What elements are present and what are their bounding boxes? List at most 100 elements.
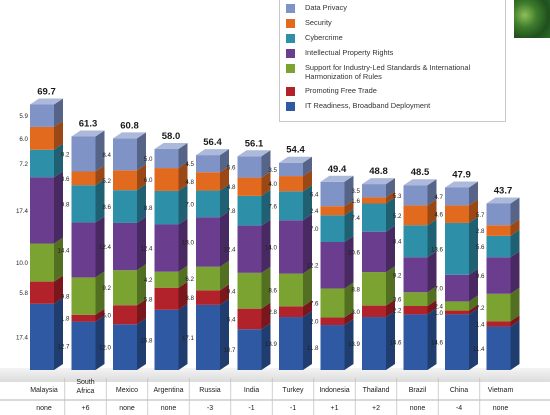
data-label: 11.4	[473, 346, 485, 353]
bar-segment-side	[510, 315, 520, 327]
legend-label: IT Readiness, Broadband Deployment	[305, 101, 431, 110]
bar-segment-side	[137, 164, 146, 191]
bar-segment-side	[54, 98, 63, 127]
bar-segment-support-for-industry-led-standards-and-international-harmonization-of-rules	[113, 270, 137, 306]
bar-segment-side	[137, 299, 146, 325]
data-label: 10.7	[223, 347, 236, 354]
bar-segment-side	[178, 265, 188, 288]
bar-segment-promoting-free-trade	[362, 305, 386, 318]
data-label: 4.2	[144, 277, 153, 284]
bar-segment-data-privacy	[30, 104, 54, 127]
category-label: Brazil	[409, 387, 427, 394]
bar-segment-promoting-free-trade	[237, 308, 262, 330]
bar-segment-side	[220, 260, 229, 291]
bar-segment-intellectual-property-rights	[279, 220, 303, 274]
legend-label: Security	[305, 18, 332, 27]
bar-segment-side	[344, 235, 354, 289]
bar-segment-data-privacy	[445, 187, 469, 206]
bar-segment-side	[386, 178, 395, 198]
bar-segment-side	[386, 299, 395, 318]
total-label: 48.8	[369, 166, 388, 177]
bar-segment-intellectual-property-rights	[154, 224, 179, 272]
data-label: 1.8	[61, 316, 70, 323]
bar-segment-cybercrime	[403, 225, 428, 258]
legend-item-security: Security	[286, 18, 505, 28]
bar-segment-side	[261, 171, 271, 196]
bar-segment-it-readiness-broadband-deployment	[113, 324, 137, 370]
data-label: 9.8	[61, 201, 70, 208]
bar-segment-side	[261, 323, 271, 370]
bar-segment-data-privacy	[486, 203, 511, 226]
bar-segment-side	[137, 132, 146, 171]
data-label: 2.8	[268, 309, 277, 316]
bar-segment-security	[30, 126, 54, 150]
data-label: 4.7	[434, 194, 443, 201]
category-label: Turkey	[282, 387, 304, 394]
bar-segment-data-privacy	[196, 155, 220, 173]
bar-segment-data-privacy	[113, 138, 137, 171]
bar-segment-side	[54, 275, 63, 304]
data-label: 5.3	[393, 193, 402, 200]
floor-band	[0, 368, 550, 382]
data-label: 14.6	[389, 340, 402, 347]
bar-segment-side	[261, 302, 271, 330]
bar-segment-security	[403, 205, 428, 226]
rank-change-label: none	[161, 405, 177, 412]
bar-segment-security	[445, 205, 469, 223]
data-label: 11.8	[307, 345, 319, 352]
data-label: 7.2	[476, 305, 485, 312]
bar-brazil	[403, 179, 437, 370]
bar-segment-security	[362, 197, 386, 204]
bar-segment-side	[54, 297, 63, 370]
bar-india	[237, 150, 271, 370]
bar-segment-side	[95, 308, 105, 322]
bar-segment-side	[178, 281, 188, 310]
legend-swatch	[286, 87, 295, 96]
decorative-foliage-image	[514, 0, 550, 38]
bar-segment-side	[54, 143, 63, 178]
total-label: 58.0	[162, 131, 181, 142]
bar-segment-side	[510, 197, 520, 226]
bar-segment-intellectual-property-rights	[71, 222, 96, 278]
data-label: 4.5	[185, 161, 194, 168]
data-label: 8.4	[393, 239, 402, 246]
data-label: 9.4	[227, 288, 236, 295]
data-label: 12.7	[57, 343, 70, 350]
bar-thailand	[362, 178, 395, 370]
bar-top-face	[362, 178, 395, 185]
bar-segment-side	[469, 308, 478, 370]
bar-segment-side	[137, 184, 146, 223]
data-label: 2.2	[393, 308, 402, 315]
rank-change-label: none	[36, 405, 52, 412]
bar-turkey	[279, 156, 312, 370]
bar-segment-promoting-free-trade	[279, 306, 303, 318]
legend-item-intellectual-property-rights: Intellectual Property Rights	[286, 48, 505, 58]
data-label: 7.0	[310, 226, 319, 233]
rank-change-label: +2	[372, 405, 380, 412]
data-label: 4.6	[434, 212, 443, 219]
bar-segment-support-for-industry-led-standards-and-international-harmonization-of-rules	[279, 273, 303, 307]
bar-segment-support-for-industry-led-standards-and-international-harmonization-of-rules	[403, 292, 428, 306]
legend-swatch	[286, 19, 295, 28]
bar-segment-side	[469, 295, 478, 311]
bar-segment-side	[303, 300, 312, 318]
legend-swatch	[286, 102, 295, 111]
bar-segment-it-readiness-broadband-deployment	[445, 314, 469, 370]
rank-change-label: +1	[331, 405, 339, 412]
bar-top-face	[71, 130, 105, 137]
legend-item-it-readiness-broadband-deployment: IT Readiness, Broadband Deployment	[286, 101, 505, 111]
bar-segment-it-readiness-broadband-deployment	[196, 304, 220, 370]
data-label: 12.0	[99, 345, 112, 352]
bar-segment-support-for-industry-led-standards-and-international-harmonization-of-rules	[71, 277, 96, 315]
bar-segment-side	[427, 286, 437, 306]
category-label: Argentina	[154, 387, 184, 394]
data-label: 13.6	[431, 246, 444, 253]
bar-segment-side	[220, 211, 229, 267]
bar-segment-security	[71, 171, 96, 186]
bar-segment-side	[386, 191, 395, 204]
data-label: 9.2	[393, 272, 402, 279]
data-label: 17.4	[16, 334, 29, 341]
data-label: 17.4	[16, 208, 29, 215]
bar-segment-intellectual-property-rights	[237, 225, 262, 273]
bar-top-face	[30, 98, 63, 105]
